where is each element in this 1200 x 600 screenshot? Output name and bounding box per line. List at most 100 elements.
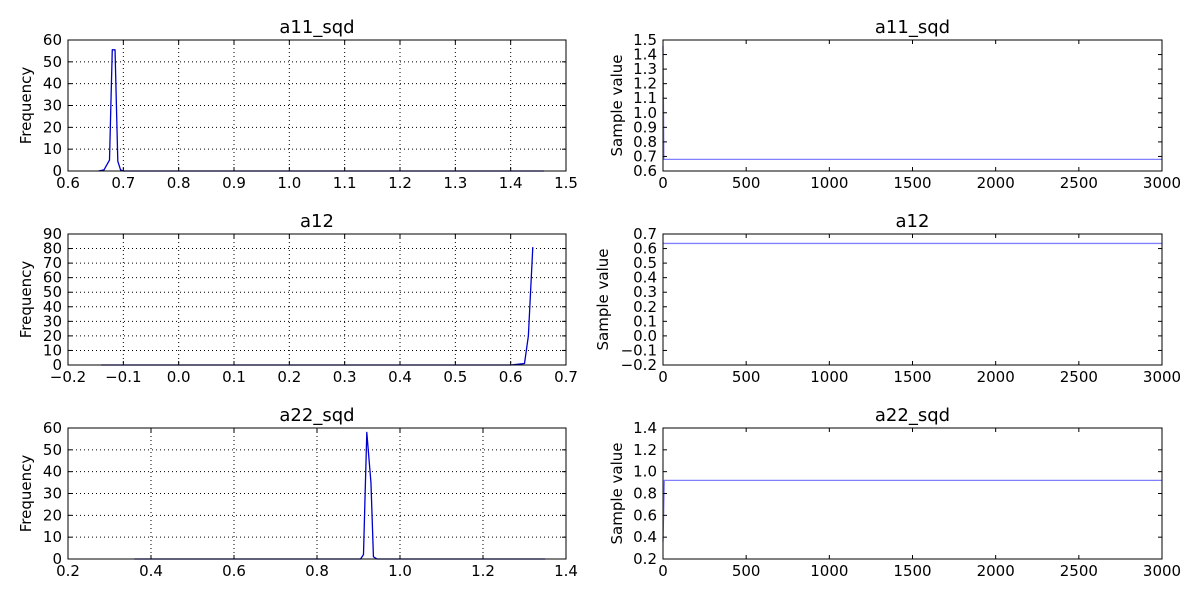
y-tick-label: 40 (43, 298, 62, 316)
x-tick-label: 0.7 (554, 368, 578, 386)
x-tick-label: 1.2 (388, 174, 412, 192)
x-tick-label: 0.8 (167, 174, 191, 192)
x-tick-label: 2500 (1060, 562, 1098, 580)
x-tick-label: 500 (732, 562, 761, 580)
y-tick-label: 1.3 (633, 60, 657, 78)
x-tick-label: 0.2 (56, 562, 80, 580)
x-tick-label: 2000 (977, 174, 1015, 192)
chart-panel-1: 0.6 0.7 0.8 0.9 1.0 1.1 1.2 1.3 1.4 1.5 0 10 20 30 40 5… (17, 17, 578, 192)
y-tick-label: 40 (43, 75, 62, 93)
y-tick-label: 0.6 (633, 162, 657, 180)
y-tick-label: 80 (43, 240, 62, 258)
plot-area (663, 428, 1162, 559)
x-tick-label: 3000 (1143, 562, 1181, 580)
y-tick-label: 0.8 (633, 485, 657, 503)
y-tick-label: 0.6 (633, 240, 657, 258)
chart-panel-2: 0 500 1000 1500 2000 2500 30000.60.70.80.91.01… (608, 17, 1181, 192)
x-tick-label: 3000 (1143, 368, 1181, 386)
x-tick-label: 1.5 (554, 174, 578, 192)
x-tick-label: 0.8 (305, 562, 329, 580)
x-tick-label: 0.6 (56, 174, 80, 192)
y-axis-label: Sample value (608, 443, 626, 545)
x-tick-label: 1.0 (388, 562, 412, 580)
y-axis-label: Frequency (17, 261, 35, 339)
x-tick-label: 0.6 (499, 368, 523, 386)
x-tick-label: 1.1 (333, 174, 357, 192)
x-tick-label: 1.0 (277, 174, 301, 192)
y-tick-label: 1.0 (633, 104, 657, 122)
x-tick-label: 0.0 (167, 368, 191, 386)
y-tick-label: 0.1 (633, 312, 657, 330)
y-tick-label: 60 (43, 269, 62, 287)
y-tick-label: 10 (43, 140, 62, 158)
x-tick-label: 1.3 (443, 174, 467, 192)
axes-frame (67, 233, 567, 366)
x-tick-label: 2500 (1060, 368, 1098, 386)
x-tick-label: 1000 (810, 368, 848, 386)
y-tick-label: 20 (43, 506, 62, 524)
chart-title: a12 (896, 211, 930, 232)
y-axis-label: Sample value (594, 249, 612, 351)
x-tick-label: 0.7 (111, 174, 135, 192)
y-tick-label: 20 (43, 327, 62, 345)
chart-title: a11_sqd (875, 17, 950, 38)
y-axis-label: Frequency (17, 455, 35, 533)
y-tick-label: 0.7 (633, 225, 657, 243)
x-tick-label: 0.4 (139, 562, 163, 580)
y-tick-label: 0.5 (633, 254, 657, 272)
x-tick-label: 500 (732, 368, 761, 386)
y-tick-label: 1.2 (633, 441, 657, 459)
y-axis-label: Sample value (608, 55, 626, 157)
x-tick-label: −0.1 (105, 368, 141, 386)
y-tick-label: 1.2 (633, 75, 657, 93)
x-tick-label: 0 (658, 562, 668, 580)
x-tick-label: 1500 (893, 368, 931, 386)
y-tick-label: 0.0 (633, 327, 657, 345)
y-tick-label: 50 (43, 283, 62, 301)
y-tick-label: 90 (43, 225, 62, 243)
x-tick-label: 0.2 (277, 368, 301, 386)
x-tick-label: 0.5 (443, 368, 467, 386)
chart-title: a22_sqd (875, 405, 950, 426)
y-tick-label: 1.4 (633, 419, 657, 437)
chart-title: a11_sqd (279, 17, 354, 38)
y-tick-label: 0 (52, 550, 62, 568)
x-tick-label: 0 (658, 174, 668, 192)
y-tick-label: 1.1 (633, 89, 657, 107)
x-tick-label: 1.2 (471, 562, 495, 580)
x-tick-label: 0.9 (222, 174, 246, 192)
y-tick-label: 40 (43, 463, 62, 481)
chart-title: a12 (300, 211, 334, 232)
y-tick-label: 0.6 (633, 506, 657, 524)
x-tick-label: −0.2 (50, 368, 86, 386)
y-tick-label: 60 (43, 31, 62, 49)
y-tick-label: 0.8 (633, 133, 657, 151)
y-tick-label: 30 (43, 485, 62, 503)
y-tick-label: 0.2 (633, 298, 657, 316)
y-tick-label: 50 (43, 53, 62, 71)
x-tick-label: 1500 (893, 562, 931, 580)
y-tick-label: 10 (43, 528, 62, 546)
y-tick-label: 50 (43, 441, 62, 459)
x-tick-label: 1000 (810, 562, 848, 580)
x-tick-label: 2000 (977, 368, 1015, 386)
y-tick-label: 0.4 (633, 528, 657, 546)
y-tick-label: 0 (52, 162, 62, 180)
chart-panel-5: 0.2 0.4 0.6 0.8 1.0 1.2 1.4 0 10 20 30 40 50 60 a22_sq… (17, 405, 578, 580)
plot-area (663, 234, 1162, 365)
x-tick-label: 1.4 (499, 174, 523, 192)
x-tick-label: 1000 (810, 174, 848, 192)
y-tick-label: 20 (43, 118, 62, 136)
x-tick-label: 0.4 (388, 368, 412, 386)
x-tick-label: 1500 (893, 174, 931, 192)
y-tick-label: 0 (52, 356, 62, 374)
x-tick-label: 0.6 (222, 562, 246, 580)
chart-panel-6: 0 500 1000 1500 2000 2500 3000 0.2 0.4 0.6 0.8 1.0 1… (608, 405, 1181, 580)
y-tick-label: 1.4 (633, 46, 657, 64)
chart-title: a22_sqd (279, 405, 354, 426)
y-tick-label: −0.1 (621, 341, 657, 359)
chart-panel-4: 0 500 1000 1500 2000 2500 3000−0.2−0.10.00.10.… (594, 211, 1181, 386)
x-tick-label: 0.3 (333, 368, 357, 386)
y-tick-label: 0.3 (633, 283, 657, 301)
